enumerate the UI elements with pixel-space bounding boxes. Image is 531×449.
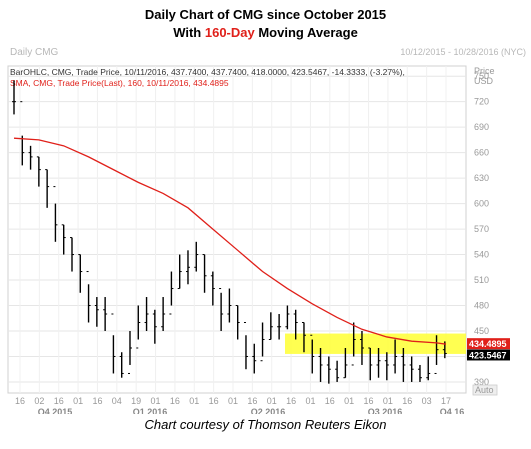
- x-tick-label: 16: [286, 396, 296, 406]
- x-quarter-label: Q3 2016: [368, 407, 403, 414]
- title-highlight: 160-Day: [204, 25, 255, 40]
- sma-info-label: SMA, CMG, Trade Price(Last), 160, 10/11/…: [10, 78, 229, 88]
- chart-name-label: Daily CMG: [10, 47, 59, 58]
- y-tick-label: 690: [474, 122, 489, 132]
- x-tick-label: 16: [325, 396, 335, 406]
- x-tick-label: 01: [151, 396, 161, 406]
- highlight-band: [285, 333, 466, 354]
- sma-160-line: [13, 137, 447, 345]
- x-tick-label: 02: [34, 396, 44, 406]
- y-tick-label: 600: [474, 199, 489, 209]
- title-suffix: Moving Average: [254, 25, 358, 40]
- x-quarter-label: Q4 16: [440, 407, 465, 414]
- chart-caption: Chart courtesy of Thomson Reuters Eikon: [144, 417, 387, 432]
- y-tick-label: 630: [474, 173, 489, 183]
- y-tick-label: 570: [474, 224, 489, 234]
- y-tick-label: 540: [474, 250, 489, 260]
- price-axis-label: Price: [474, 66, 495, 76]
- auto-scale-label: Auto: [475, 385, 494, 395]
- x-quarter-label: Q2 2016: [251, 407, 286, 414]
- x-tick-label: 16: [364, 396, 374, 406]
- x-quarter-label: Q1 2016: [133, 407, 168, 414]
- x-tick-label: 17: [441, 396, 451, 406]
- bar-info-label: BarOHLC, CMG, Trade Price, 10/11/2016, 4…: [10, 67, 405, 77]
- chart-title-line2: With 160-Day Moving Average: [0, 25, 531, 40]
- last-price-tag-box: [467, 349, 510, 361]
- x-tick-label: 01: [189, 396, 199, 406]
- x-quarter-label: Q4 2015: [38, 407, 73, 414]
- y-tick-label: 510: [474, 275, 489, 285]
- x-tick-label: 16: [247, 396, 257, 406]
- x-tick-label: 16: [15, 396, 25, 406]
- y-tick-label: 720: [474, 97, 489, 107]
- y-tick-label: 750: [474, 71, 489, 81]
- x-tick-label: 16: [209, 396, 219, 406]
- last-price-tag: 423.5467: [469, 350, 507, 360]
- x-tick-label: 16: [170, 396, 180, 406]
- x-tick-label: 19: [131, 396, 141, 406]
- sma-value-tag-box: [467, 338, 510, 350]
- y-tick-label: 480: [474, 301, 489, 311]
- x-tick-label: 04: [112, 396, 122, 406]
- x-tick-label: 01: [344, 396, 354, 406]
- x-tick-label: 01: [305, 396, 315, 406]
- x-tick-label: 01: [267, 396, 277, 406]
- y-tick-label: 390: [474, 377, 489, 387]
- y-tick-label: 450: [474, 326, 489, 336]
- x-tick-label: 16: [92, 396, 102, 406]
- y-tick-label: 660: [474, 148, 489, 158]
- date-range-label: 10/12/2015 - 10/28/2016 (NYC): [400, 47, 526, 57]
- chart-title-line1: Daily Chart of CMG since October 2015: [144, 7, 387, 22]
- title-prefix: With: [173, 25, 205, 40]
- x-tick-label: 01: [383, 396, 393, 406]
- chart-panel: Daily CMG 10/12/2015 - 10/28/2016 (NYC) 39…: [0, 44, 531, 414]
- x-tick-label: 03: [422, 396, 432, 406]
- x-tick-label: 01: [228, 396, 238, 406]
- x-tick-label: 16: [402, 396, 412, 406]
- x-tick-label: 01: [73, 396, 83, 406]
- auto-scale-box: [472, 384, 498, 396]
- currency-axis-label: USD: [474, 76, 494, 86]
- sma-value-tag: 434.4895: [469, 339, 507, 349]
- price-chart: Daily CMG 10/12/2015 - 10/28/2016 (NYC) 39…: [7, 47, 526, 414]
- x-tick-label: 16: [54, 396, 64, 406]
